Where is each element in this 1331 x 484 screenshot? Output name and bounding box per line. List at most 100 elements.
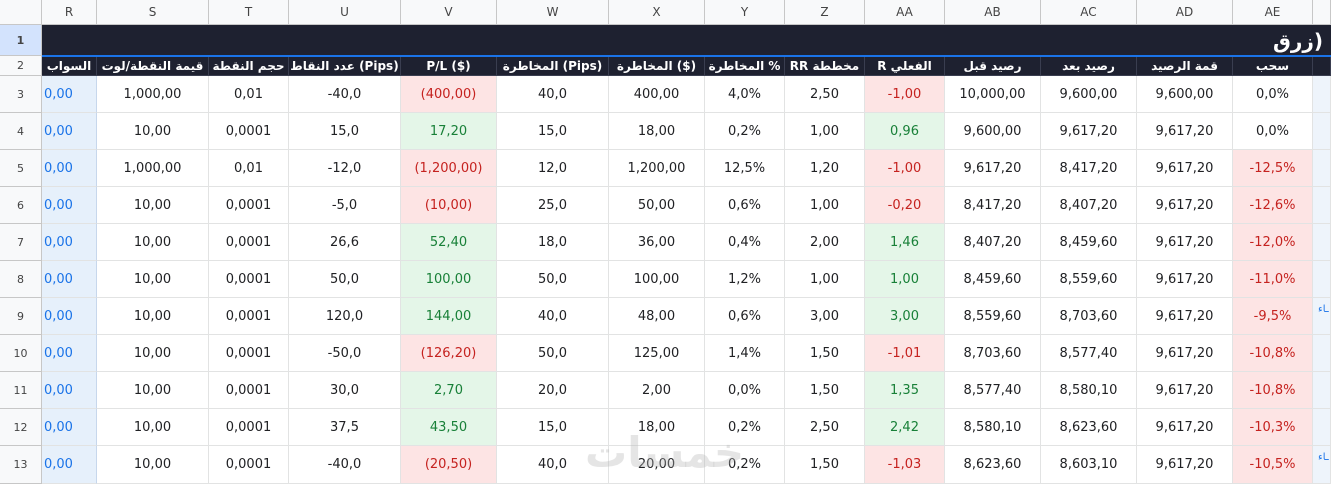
cell-x[interactable]: 18,00: [609, 113, 705, 150]
cell-z[interactable]: 2,00: [785, 224, 865, 261]
cell-ae[interactable]: -12,5%: [1233, 150, 1313, 187]
sheet-title-bar[interactable]: زرق): [42, 25, 1331, 56]
cell-w[interactable]: 25,0: [497, 187, 609, 224]
cell-y[interactable]: 12,5%: [705, 150, 785, 187]
cell-z[interactable]: 2,50: [785, 409, 865, 446]
cell-s[interactable]: 10,00: [97, 224, 209, 261]
cell-ab[interactable]: 8,459,60: [945, 261, 1041, 298]
cell-y[interactable]: 1,4%: [705, 335, 785, 372]
cell-t[interactable]: 0,0001: [209, 261, 289, 298]
cell-u[interactable]: -40,0: [289, 76, 401, 113]
column-header-ab[interactable]: AB: [945, 0, 1041, 25]
cell-s[interactable]: 10,00: [97, 446, 209, 484]
cell-aa[interactable]: 2,42: [865, 409, 945, 446]
cell-aa[interactable]: -1,01: [865, 335, 945, 372]
cell-x[interactable]: 50,00: [609, 187, 705, 224]
header-cell-ad[interactable]: قمة الرصيد: [1137, 56, 1233, 76]
cell-ad[interactable]: 9,617,20: [1137, 150, 1233, 187]
cell-r[interactable]: 0,00: [42, 76, 97, 113]
cell-v[interactable]: (400,00): [401, 76, 497, 113]
header-cell-w[interactable]: المخاطرة (Pips): [497, 56, 609, 76]
header-cell-ae[interactable]: سحب: [1233, 56, 1313, 76]
cell-t[interactable]: 0,0001: [209, 113, 289, 150]
cell-v[interactable]: 52,40: [401, 224, 497, 261]
row-header-6[interactable]: 6: [0, 187, 42, 224]
cell-s[interactable]: 10,00: [97, 113, 209, 150]
cell-aa[interactable]: 1,46: [865, 224, 945, 261]
cell-ae[interactable]: 0,0%: [1233, 113, 1313, 150]
row-header-1[interactable]: 1: [0, 25, 42, 56]
column-header-partial[interactable]: [1313, 0, 1331, 25]
column-header-ae[interactable]: AE: [1233, 0, 1313, 25]
cell-ac[interactable]: 8,407,20: [1041, 187, 1137, 224]
cell-r[interactable]: 0,00: [42, 113, 97, 150]
column-header-aa[interactable]: AA: [865, 0, 945, 25]
cell-partial[interactable]: [1313, 187, 1331, 224]
cell-partial[interactable]: [1313, 150, 1331, 187]
cell-ad[interactable]: 9,617,20: [1137, 187, 1233, 224]
column-header-t[interactable]: T: [209, 0, 289, 25]
cell-u[interactable]: -5,0: [289, 187, 401, 224]
cell-x[interactable]: 18,00: [609, 409, 705, 446]
cell-ab[interactable]: 8,577,40: [945, 372, 1041, 409]
cell-u[interactable]: 30,0: [289, 372, 401, 409]
cell-x[interactable]: 2,00: [609, 372, 705, 409]
cell-ad[interactable]: 9,617,20: [1137, 335, 1233, 372]
cell-r[interactable]: 0,00: [42, 224, 97, 261]
cell-aa[interactable]: -1,00: [865, 150, 945, 187]
cell-t[interactable]: 0,01: [209, 76, 289, 113]
cell-ab[interactable]: 9,617,20: [945, 150, 1041, 187]
cell-r[interactable]: 0,00: [42, 372, 97, 409]
cell-w[interactable]: 50,0: [497, 261, 609, 298]
cell-z[interactable]: 1,50: [785, 446, 865, 484]
cell-ac[interactable]: 8,703,60: [1041, 298, 1137, 335]
cell-y[interactable]: 4,0%: [705, 76, 785, 113]
cell-y[interactable]: 0,2%: [705, 113, 785, 150]
cell-ab[interactable]: 10,000,00: [945, 76, 1041, 113]
cell-z[interactable]: 1,20: [785, 150, 865, 187]
cell-v[interactable]: (10,00): [401, 187, 497, 224]
cell-w[interactable]: 40,0: [497, 298, 609, 335]
cell-v[interactable]: 43,50: [401, 409, 497, 446]
cell-ae[interactable]: -10,8%: [1233, 372, 1313, 409]
cell-v[interactable]: (20,50): [401, 446, 497, 484]
cell-w[interactable]: 12,0: [497, 150, 609, 187]
cell-s[interactable]: 1,000,00: [97, 76, 209, 113]
cell-v[interactable]: (126,20): [401, 335, 497, 372]
cell-u[interactable]: -40,0: [289, 446, 401, 484]
column-header-ac[interactable]: AC: [1041, 0, 1137, 25]
cell-v[interactable]: (1,200,00): [401, 150, 497, 187]
cell-r[interactable]: 0,00: [42, 187, 97, 224]
cell-z[interactable]: 2,50: [785, 76, 865, 113]
row-header-9[interactable]: 9: [0, 298, 42, 335]
cell-partial[interactable]: [1313, 409, 1331, 446]
cell-y[interactable]: 0,0%: [705, 372, 785, 409]
column-header-u[interactable]: U: [289, 0, 401, 25]
header-cell-partial[interactable]: [1313, 56, 1331, 76]
cell-v[interactable]: 2,70: [401, 372, 497, 409]
cell-partial[interactable]: [1313, 76, 1331, 113]
cell-x[interactable]: 36,00: [609, 224, 705, 261]
cell-z[interactable]: 1,00: [785, 261, 865, 298]
cell-z[interactable]: 1,50: [785, 372, 865, 409]
cell-w[interactable]: 15,0: [497, 409, 609, 446]
cell-aa[interactable]: 0,96: [865, 113, 945, 150]
cell-ad[interactable]: 9,617,20: [1137, 409, 1233, 446]
row-header-10[interactable]: 10: [0, 335, 42, 372]
cell-ab[interactable]: 8,623,60: [945, 446, 1041, 484]
cell-s[interactable]: 10,00: [97, 335, 209, 372]
cell-s[interactable]: 10,00: [97, 261, 209, 298]
cell-ac[interactable]: 8,459,60: [1041, 224, 1137, 261]
row-header-3[interactable]: 3: [0, 76, 42, 113]
cell-u[interactable]: -12,0: [289, 150, 401, 187]
column-header-x[interactable]: X: [609, 0, 705, 25]
cell-z[interactable]: 1,00: [785, 187, 865, 224]
cell-u[interactable]: 120,0: [289, 298, 401, 335]
cell-ae[interactable]: -10,8%: [1233, 335, 1313, 372]
cell-s[interactable]: 10,00: [97, 187, 209, 224]
cell-ab[interactable]: 8,703,60: [945, 335, 1041, 372]
cell-ae[interactable]: 0,0%: [1233, 76, 1313, 113]
cell-r[interactable]: 0,00: [42, 335, 97, 372]
row-header-11[interactable]: 11: [0, 372, 42, 409]
cell-s[interactable]: 10,00: [97, 409, 209, 446]
